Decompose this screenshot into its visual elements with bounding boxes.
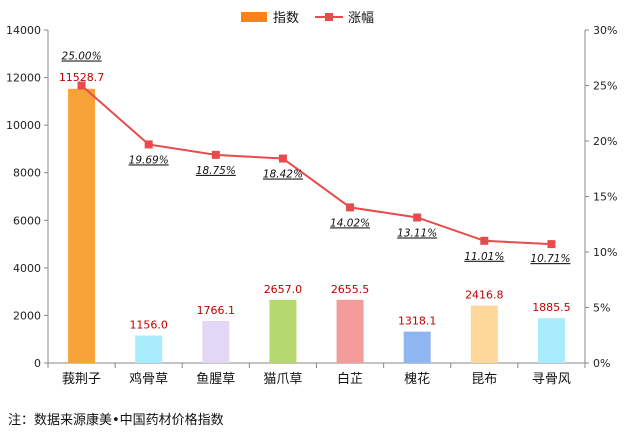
line-point — [144, 140, 153, 149]
x-tick-label: 寻骨风 — [532, 372, 571, 387]
line-point — [346, 203, 355, 212]
y-right-tick-label: 30% — [593, 24, 617, 37]
bar-value-label: 2657.0 — [264, 283, 303, 296]
bar — [537, 318, 565, 363]
bar — [470, 305, 498, 363]
bar-value-label: 11528.7 — [59, 71, 105, 84]
y-left-tick-label: 0 — [34, 357, 41, 370]
line-point — [211, 150, 220, 159]
bar — [202, 320, 230, 363]
legend-line-marker — [325, 13, 333, 21]
bar — [135, 335, 163, 363]
y-left-tick-label: 6000 — [13, 214, 41, 227]
bar-value-label: 1318.1 — [398, 315, 437, 328]
line-value-label: 18.42% — [263, 169, 303, 181]
y-right-tick-label: 5% — [593, 302, 610, 315]
y-right-tick-label: 10% — [593, 246, 617, 259]
legend-bar-swatch — [241, 12, 267, 22]
line-value-label: 18.75% — [196, 165, 236, 177]
bar-value-label: 1156.0 — [129, 319, 168, 332]
x-tick-label: 鱼腥草 — [196, 371, 235, 387]
data-labels: 11528.7 1156.0 1766.1 2657.0 2655.5 1318.1 241… — [59, 51, 571, 332]
bar — [403, 331, 431, 363]
bar-value-label: 1885.5 — [532, 301, 571, 314]
y-right-tick-label: 15% — [593, 191, 617, 204]
bar — [336, 299, 364, 363]
line-series — [77, 81, 556, 249]
line-value-label: 25.00% — [62, 51, 102, 63]
bars — [68, 88, 565, 363]
bar-value-label: 1766.1 — [197, 304, 236, 317]
line-point — [413, 213, 422, 222]
x-tick-label: 莪荆子 — [62, 371, 101, 387]
line-value-label: 13.11% — [397, 227, 437, 239]
y-left-tick-label: 8000 — [13, 167, 41, 180]
line-point — [278, 154, 287, 163]
axes: 0 2000 4000 6000 8000 10000 12000 14000 0% 5% 10% 1… — [6, 24, 617, 387]
bar — [68, 88, 96, 363]
source-note: 注：数据来源康美•中国药材价格指数 — [8, 413, 224, 428]
legend-bar-label: 指数 — [273, 11, 299, 26]
x-tick-label: 鸡骨草 — [129, 371, 168, 387]
x-tick-label: 槐花 — [404, 371, 430, 387]
y-left-tick-label: 2000 — [13, 309, 41, 322]
bar — [269, 299, 297, 363]
y-right-tick-label: 20% — [593, 135, 617, 148]
y-left-tick-label: 14000 — [6, 24, 41, 37]
line-value-label: 11.01% — [464, 251, 504, 263]
x-tick-label: 白芷 — [337, 371, 363, 387]
line-value-label: 14.02% — [330, 217, 370, 229]
y-left-tick-label: 12000 — [6, 72, 41, 85]
y-right-tick-label: 25% — [593, 80, 617, 93]
line-value-label: 10.71% — [530, 253, 570, 265]
line-value-label: 19.69% — [129, 154, 169, 166]
y-right-tick-label: 0% — [593, 357, 610, 370]
line-point — [547, 240, 556, 249]
line-point — [480, 236, 489, 245]
x-tick-label: 猫爪草 — [263, 372, 302, 387]
legend: 指数 涨幅 — [241, 11, 374, 26]
x-tick-label: 昆布 — [471, 372, 497, 387]
y-left-tick-label: 4000 — [13, 262, 41, 275]
bar-value-label: 2655.5 — [331, 283, 370, 296]
legend-line-label: 涨幅 — [348, 11, 374, 26]
y-left-tick-label: 10000 — [6, 119, 41, 132]
line-point — [77, 81, 86, 90]
line-path — [80, 84, 552, 246]
bar-value-label: 2416.8 — [465, 289, 504, 302]
